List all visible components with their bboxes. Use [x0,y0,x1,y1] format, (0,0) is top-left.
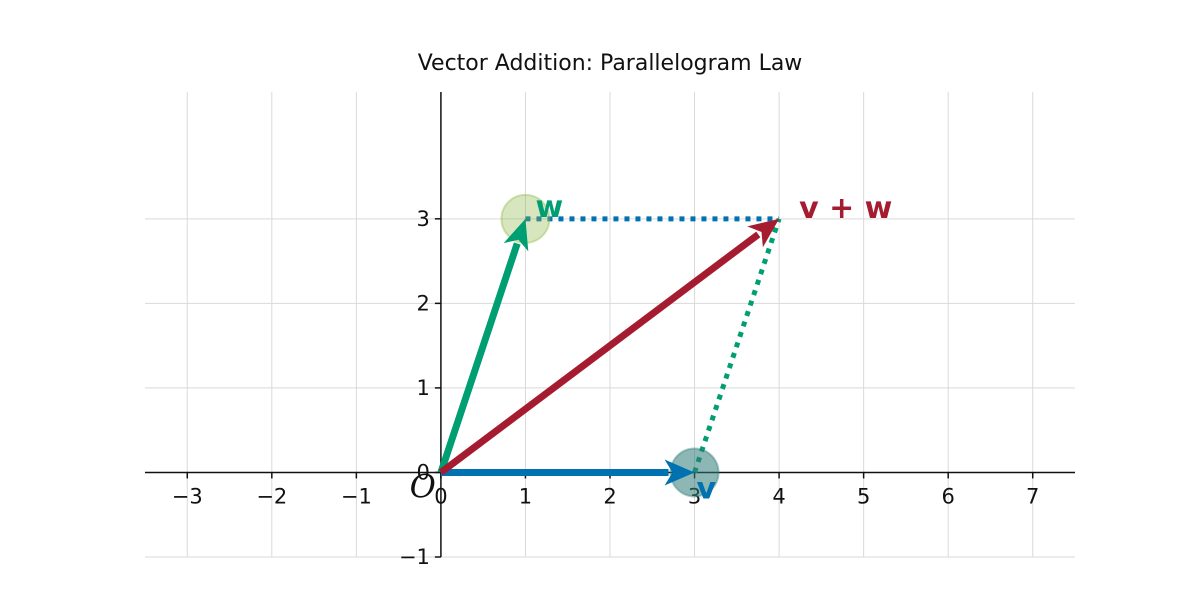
dotted-edges-layer [525,216,782,474]
dotted-edge-2 [692,218,782,474]
y-tick-label: 2 [417,291,430,315]
x-tick-label: −1 [341,484,372,508]
vectors-layer [437,218,780,486]
vector-w-shaft [437,242,521,474]
vector-label-v: v [697,471,717,506]
x-tick-label: 1 [519,484,532,508]
x-tick-label: 4 [772,484,785,508]
x-tick-label: 2 [603,484,616,508]
y-tick-label: 3 [417,207,430,231]
chart-title: Vector Addition: Parallelogram Law [418,51,803,76]
y-tick-label: −1 [399,545,430,569]
origin-label: O [410,467,436,505]
vector-v-head [664,459,695,486]
x-tick-label: −3 [172,484,203,508]
labels-layer: v w v + w O [410,190,893,507]
y-tick-label: 1 [417,376,430,400]
x-tick-label: −2 [256,484,287,508]
x-tick-label: 6 [941,484,954,508]
vector-label-w: w [535,190,563,225]
y-tick-label: 0 [417,460,430,484]
x-tick-label: 5 [857,484,870,508]
x-tick-label: 7 [1026,484,1039,508]
vector-w-head [503,218,529,252]
x-tick-label: 0 [434,484,447,508]
vector-label-v+w: v + w [799,191,892,226]
vector-v+w-shaft [438,231,761,476]
vector-v+w-head [747,218,780,248]
